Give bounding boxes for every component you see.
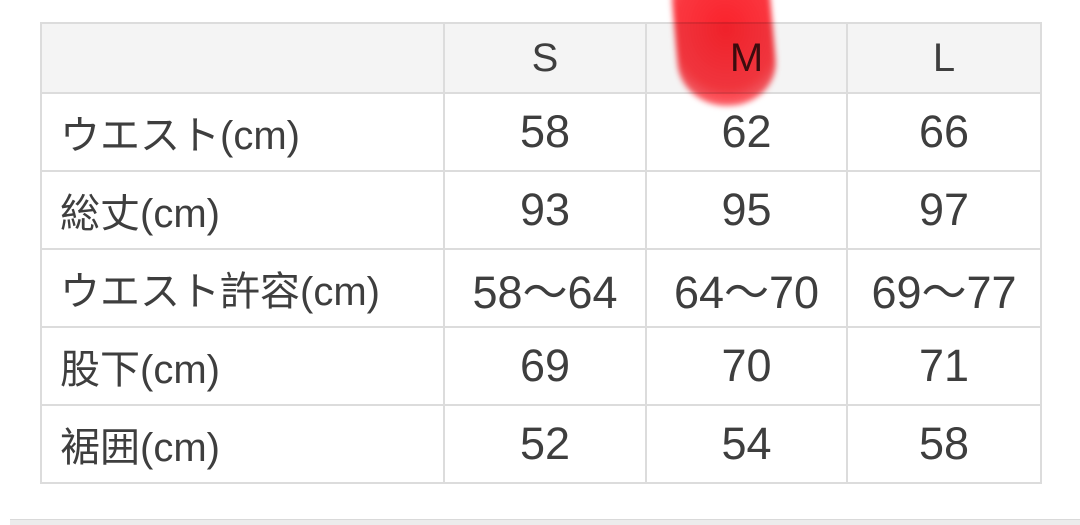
cell-waist-m: 62	[645, 92, 848, 172]
cell-total-length-m: 95	[645, 170, 848, 250]
cell-waist-l: 66	[846, 92, 1042, 172]
table-row-inseam: 股下(cm) 69 70 71	[40, 326, 1042, 406]
header-size-m: M	[645, 22, 848, 94]
next-section-edge	[10, 519, 1080, 525]
cell-waist-range-m: 64〜70	[645, 248, 848, 328]
table-row-waist-range: ウエスト許容(cm) 58〜64 64〜70 69〜77	[40, 248, 1042, 328]
header-empty-cell	[40, 22, 445, 94]
cell-hem-width-m: 54	[645, 404, 848, 484]
cell-waist-s: 58	[443, 92, 647, 172]
table-row-total-length: 総丈(cm) 93 95 97	[40, 170, 1042, 250]
header-size-s: S	[443, 22, 647, 94]
row-label-total-length: 総丈(cm)	[40, 170, 445, 250]
row-label-waist-range: ウエスト許容(cm)	[40, 248, 445, 328]
cell-waist-range-s: 58〜64	[443, 248, 647, 328]
cell-inseam-m: 70	[645, 326, 848, 406]
row-label-inseam: 股下(cm)	[40, 326, 445, 406]
cell-total-length-s: 93	[443, 170, 647, 250]
cell-hem-width-l: 58	[846, 404, 1042, 484]
header-row: S M L	[40, 22, 1042, 94]
cell-total-length-l: 97	[846, 170, 1042, 250]
cell-hem-width-s: 52	[443, 404, 647, 484]
size-chart-table: S M L ウエスト(cm) 58 62 66 総丈(cm) 93 95 97 …	[40, 22, 1042, 484]
table-row-hem-width: 裾囲(cm) 52 54 58	[40, 404, 1042, 484]
row-label-waist: ウエスト(cm)	[40, 92, 445, 172]
table-row-waist: ウエスト(cm) 58 62 66	[40, 92, 1042, 172]
cell-inseam-l: 71	[846, 326, 1042, 406]
row-label-hem-width: 裾囲(cm)	[40, 404, 445, 484]
cell-inseam-s: 69	[443, 326, 647, 406]
header-size-l: L	[846, 22, 1042, 94]
cell-waist-range-l: 69〜77	[846, 248, 1042, 328]
